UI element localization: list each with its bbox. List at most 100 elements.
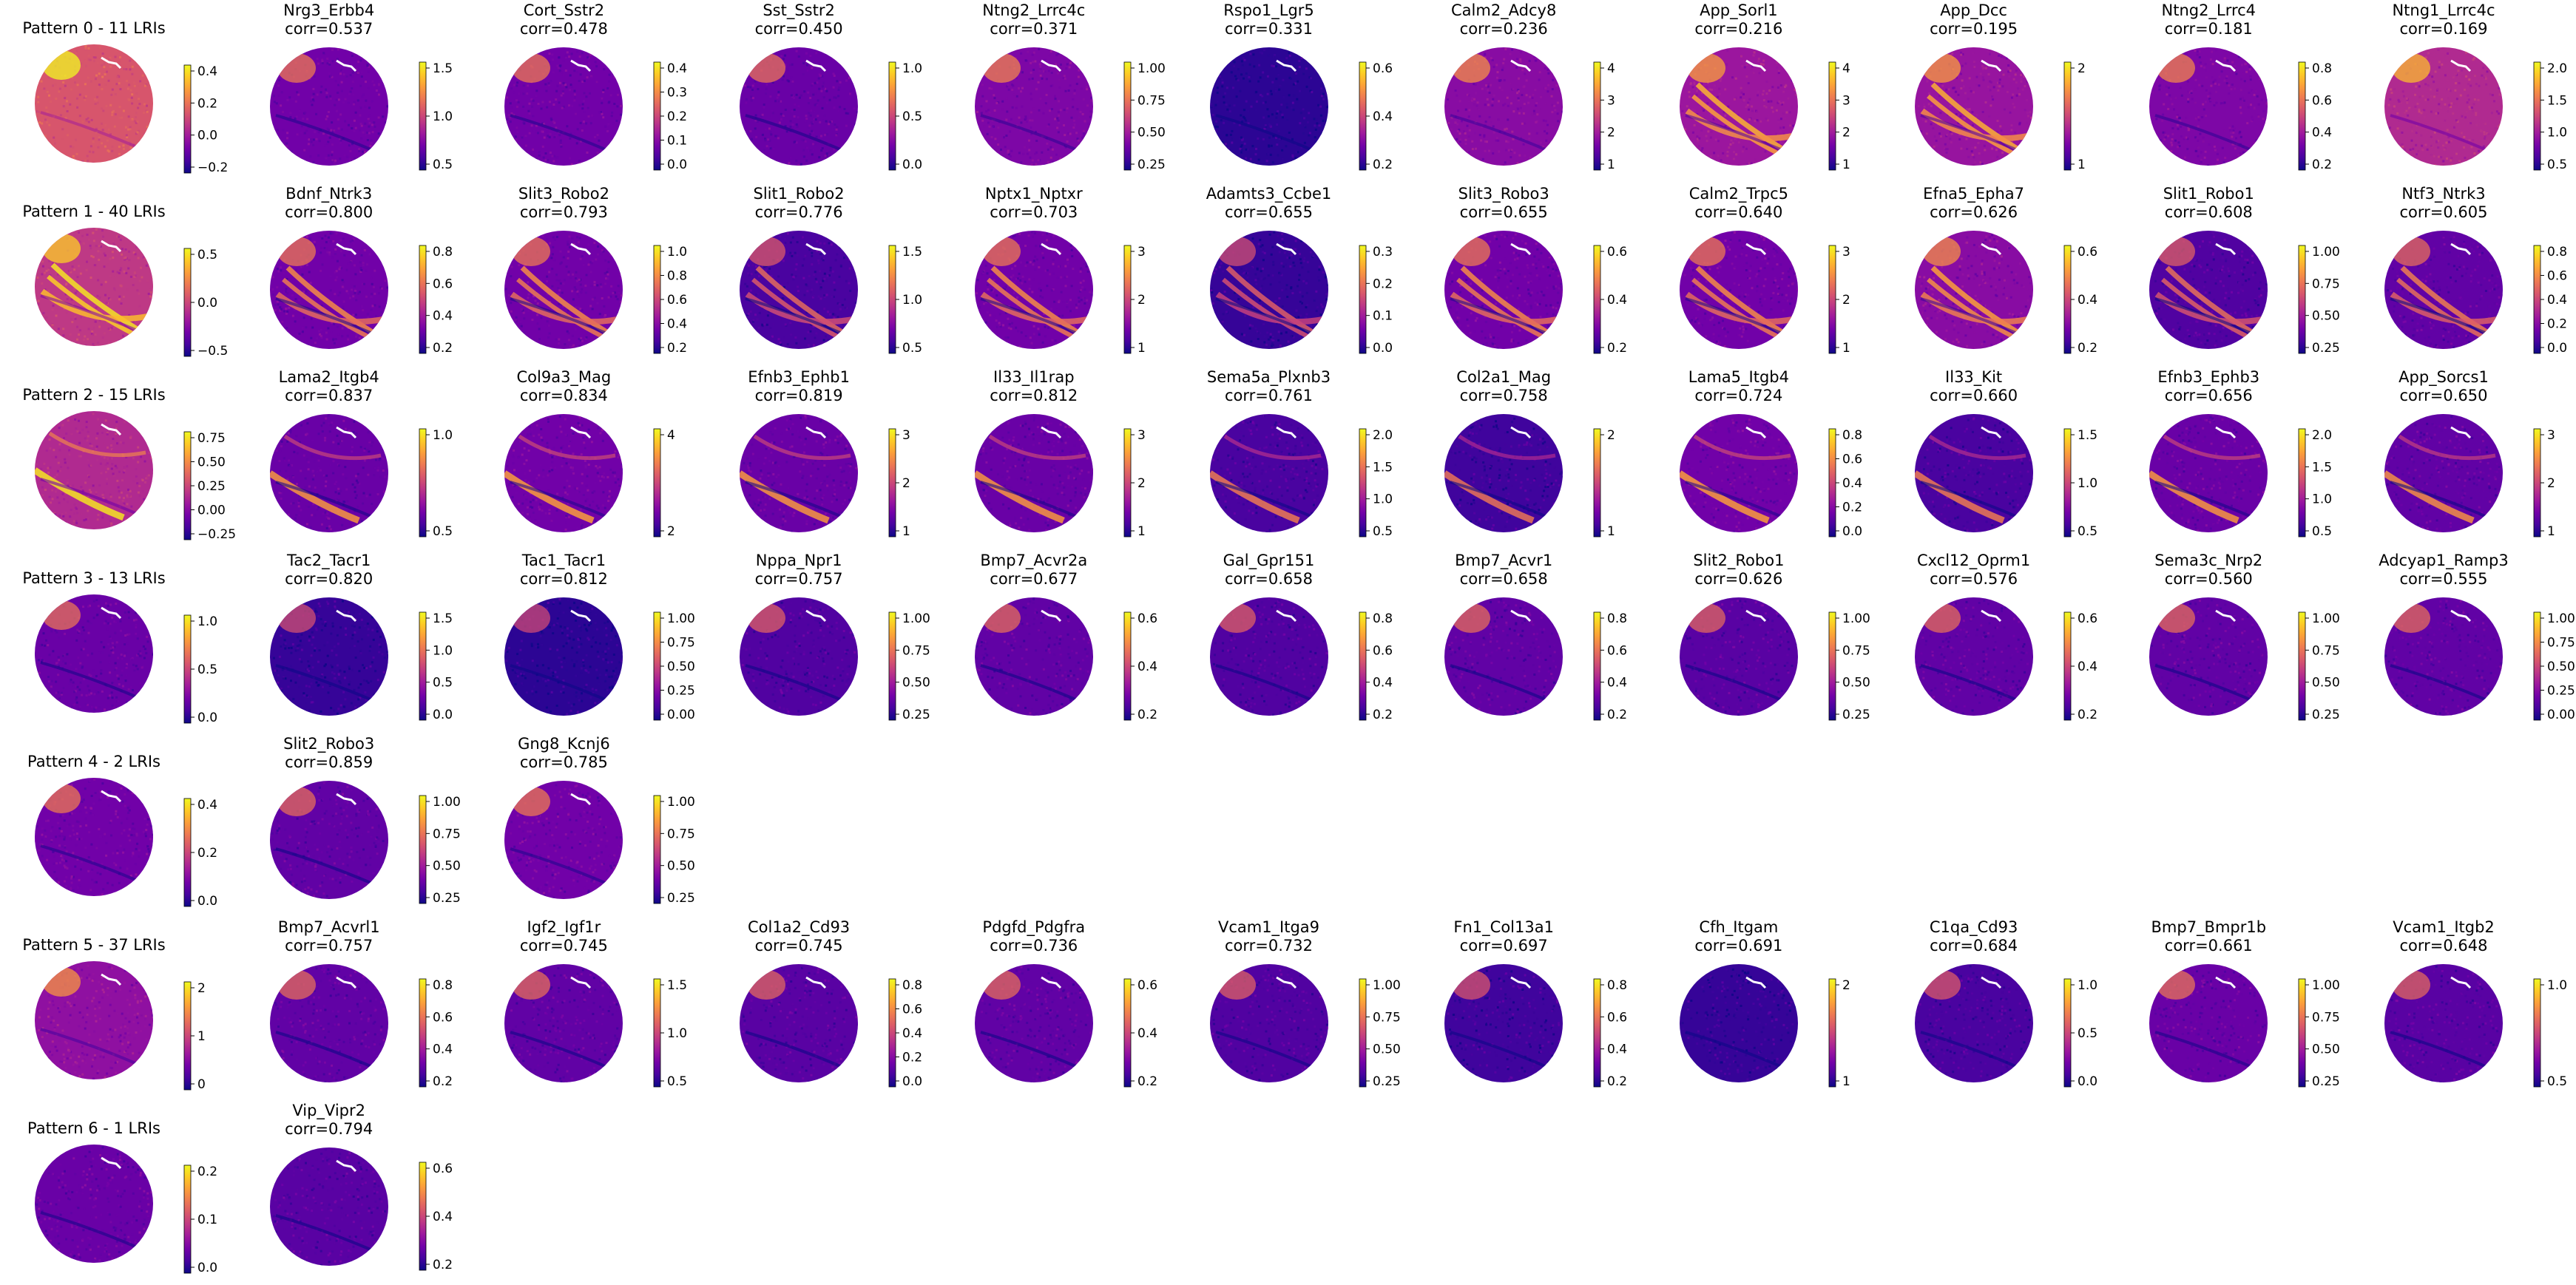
pattern-panel-2: 0.75 0.50 0.25 0.00 −0.25 Pattern 2 - 15 LRIs	[5, 367, 240, 550]
band-2	[1926, 277, 2018, 341]
colorbar-tick-label: 3	[1607, 93, 1615, 108]
colorbar-tick-label: 0.0	[2547, 341, 2567, 356]
panel-title-label: Vip_Vipr2	[292, 1102, 365, 1119]
lri-panel-0-7-plot: 21	[1914, 47, 2085, 172]
lri-panel-2-5-plot: 21	[1444, 414, 1615, 539]
lower-band	[2384, 470, 2475, 524]
colorbar-tick-label: 0.8	[1373, 611, 1393, 626]
upper-hotspot	[277, 237, 316, 266]
upper-hotspot	[512, 237, 551, 266]
panel-title: Igf2_Igf1r corr=0.745	[475, 918, 652, 955]
panel-title-label: App_Dcc	[1940, 1, 2007, 19]
tissue-gap	[570, 976, 592, 989]
lri-panel-2-8-plot: 2.0 1.5 1.0 0.5	[2149, 414, 2332, 539]
colorbar	[419, 428, 427, 538]
colorbar-tick-label: 0.5	[2078, 524, 2097, 539]
tissue-gap	[570, 609, 592, 623]
colorbar-tick-label: 0.4	[1137, 660, 1157, 674]
tissue-gap-dot	[1923, 606, 1927, 609]
panel-title-label: Gng8_Kcnj6	[518, 735, 610, 753]
colorbar	[1828, 245, 1836, 354]
fibre-tract	[1685, 664, 1781, 701]
band-1	[50, 262, 140, 332]
panel-title: Gng8_Kcnj6 corr=0.785	[475, 735, 652, 772]
panel-title-label: Igf2_Igf1r	[527, 918, 601, 936]
lri-panel-5-5-plot: 0.8 0.6 0.4 0.2	[1444, 964, 1627, 1089]
colorbar-tick-label: 0.8	[433, 978, 453, 993]
colorbar-tick-label: 0.50	[1137, 126, 1166, 140]
tissue-gap	[2215, 243, 2237, 256]
fibre-tract	[510, 297, 606, 334]
lri-panel-3-8: 1.00 0.75 0.50 0.25 Sema3c_Nrp2 corr=0.560	[2120, 550, 2354, 733]
fibre-tract	[2154, 481, 2251, 518]
panel-title: Cort_Sstr2 corr=0.478	[475, 1, 652, 38]
panel-title: Sst_Sstr2 corr=0.450	[710, 1, 888, 38]
lri-panel-1-3: 3 2 1 Nptx1_Nptxr corr=0.703	[945, 183, 1180, 367]
tissue-disc	[35, 1145, 153, 1263]
lri-panel-1-1-plot: 1.0 0.8 0.6 0.4 0.2	[504, 231, 687, 356]
colorbar-tick-label: 0.4	[1607, 1042, 1627, 1057]
fibre-tract	[1685, 481, 1781, 518]
fibre-tract	[980, 664, 1076, 701]
colorbar-tick-label: 0.1	[1373, 309, 1393, 324]
panel-corr-label: corr=0.834	[519, 387, 608, 404]
colorbar-tick-label: 0.8	[902, 978, 922, 993]
colorbar-tick-label: 0.25	[1373, 1074, 1401, 1089]
tissue-gap-dot	[1453, 973, 1456, 976]
upper-band	[1928, 434, 2026, 461]
tissue-gap	[1510, 243, 1532, 256]
tissue-disc	[269, 1147, 388, 1266]
pattern-panel-3-plot: 1.0 0.5 0.0	[35, 594, 217, 725]
pattern-title: Pattern 4 - 2 LRIs	[5, 753, 183, 771]
panel-title-label: Nrg3_Erbb4	[283, 1, 375, 19]
fibre-tract	[1920, 664, 2016, 701]
panel-title: Gal_Gpr151 corr=0.658	[1180, 552, 1358, 589]
colorbar	[2533, 428, 2541, 538]
colorbar	[1359, 245, 1366, 354]
colorbar-tick-label: 0.50	[2312, 309, 2340, 324]
tissue-gap	[805, 609, 827, 623]
panel-title-label: Pattern 2 - 15 LRIs	[22, 386, 166, 404]
colorbar-tick-label: 0.50	[2312, 1042, 2340, 1057]
lri-panel-3-5: 0.8 0.6 0.4 0.2 Bmp7_Acvr1 corr=0.658	[1415, 550, 1649, 733]
panel-title: Efnb3_Ephb1 corr=0.819	[710, 368, 888, 405]
colorbar	[2063, 245, 2071, 354]
panel-title-label: Efna5_Epha7	[1923, 185, 2025, 203]
lri-panel-3-6-plot: 1.00 0.75 0.50 0.25	[1679, 597, 1870, 722]
panel-corr-label: corr=0.684	[1930, 937, 2018, 955]
panel-corr-label: corr=0.812	[990, 387, 1078, 404]
upper-hotspot	[42, 784, 81, 813]
colorbar-tick-label: 0.5	[667, 1074, 687, 1089]
colorbar-tick-label: 2	[197, 981, 206, 996]
colorbar	[888, 61, 896, 171]
tissue-gap-dot	[513, 240, 516, 243]
tissue-gap-dot	[748, 240, 751, 243]
tissue-gap-dot	[1688, 973, 1691, 976]
colorbar-tick-label: 0.4	[1373, 676, 1393, 691]
upper-hotspot	[2392, 970, 2430, 1000]
upper-hotspot	[747, 603, 786, 633]
panel-title: Cfh_Itgam corr=0.691	[1650, 918, 1828, 955]
lri-panel-1-8-plot: 1.00 0.75 0.50 0.25	[2149, 231, 2340, 356]
panel-title: App_Sorl1 corr=0.216	[1650, 1, 1828, 38]
panel-title-label: Adamts3_Ccbe1	[1206, 185, 1332, 203]
tissue-gap	[335, 1159, 356, 1173]
tissue-gap-dot	[1453, 240, 1456, 243]
fibre-tract	[745, 114, 841, 151]
lri-panel-2-5: 2 1 Col2a1_Mag corr=0.758	[1415, 367, 1649, 550]
tissue-gap	[101, 606, 122, 620]
lri-panel-5-0-plot: 0.8 0.6 0.4 0.2	[269, 964, 453, 1089]
upper-hotspot	[1217, 970, 1256, 1000]
colorbar	[183, 1164, 192, 1274]
upper-hotspot	[512, 787, 551, 816]
lri-panel-1-9-plot: 0.8 0.6 0.4 0.2 0.0	[2384, 231, 2567, 356]
colorbar-tick-label: 0.4	[433, 1042, 453, 1057]
panel-title-label: Cort_Sstr2	[523, 1, 605, 19]
panel-title: Ntng2_Lrrc4 corr=0.181	[2120, 1, 2297, 38]
panel-corr-label: corr=0.181	[2164, 20, 2253, 38]
colorbar-tick-label: 0.25	[2312, 1074, 2340, 1089]
panel-title: Bmp7_Acvr1 corr=0.658	[1415, 552, 1592, 589]
band-2	[1691, 277, 1783, 341]
tissue-gap-dot	[2393, 240, 2396, 243]
upper-hotspot	[512, 970, 551, 1000]
